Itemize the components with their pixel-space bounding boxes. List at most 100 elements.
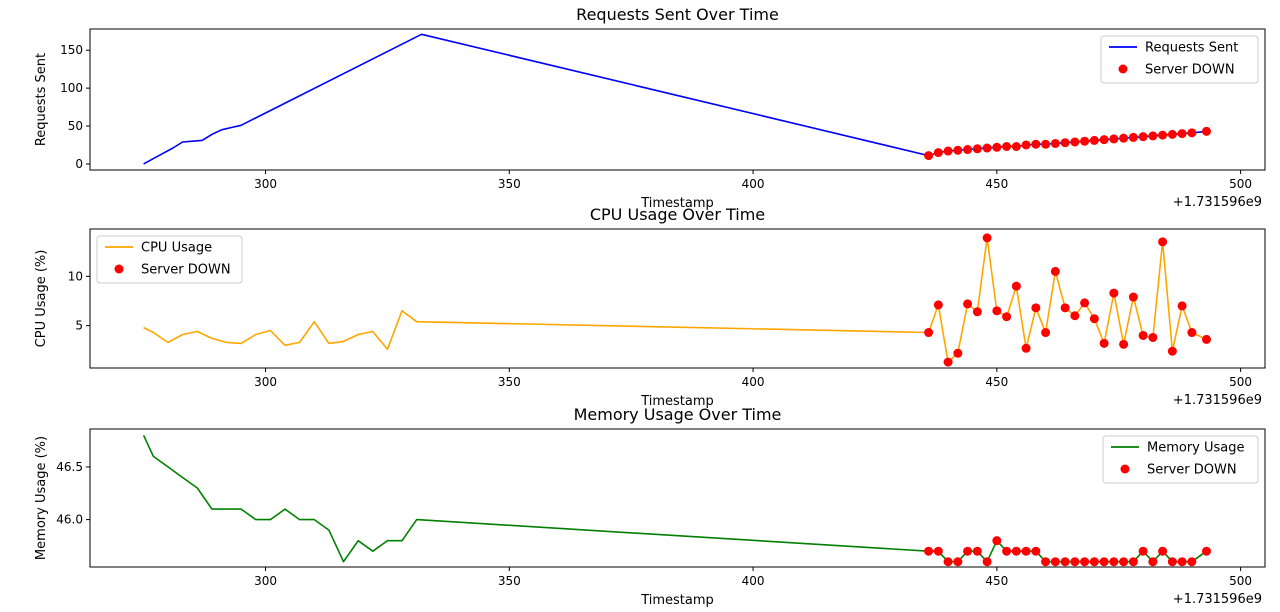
- server-down-marker: [1021, 140, 1031, 150]
- x-tick-label: 350: [498, 375, 521, 389]
- server-down-marker: [963, 546, 973, 556]
- legend-marker-swatch: [114, 264, 124, 274]
- y-tick-label: 150: [60, 43, 83, 57]
- server-down-marker: [933, 546, 943, 556]
- server-down-marker: [953, 348, 963, 358]
- server-down-marker: [1201, 126, 1211, 136]
- server-down-marker: [972, 546, 982, 556]
- server-down-marker: [1177, 557, 1187, 567]
- x-offset-label: +1.731596e9: [1173, 592, 1262, 607]
- server-down-marker: [1031, 546, 1041, 556]
- server-down-marker: [1158, 130, 1168, 140]
- server-down-marker: [1050, 266, 1060, 276]
- server-down-marker: [1050, 557, 1060, 567]
- legend-marker-swatch: [1120, 464, 1130, 474]
- server-down-marker: [1187, 128, 1197, 138]
- server-down-marker: [1080, 298, 1090, 308]
- series-line: [143, 237, 1207, 363]
- chart-1: Requests Sent Over Time 300 350 400 450 500 0 5…: [34, 5, 1266, 211]
- server-down-marker: [1060, 557, 1070, 567]
- x-tick-label: 400: [742, 177, 765, 191]
- server-down-marker: [1119, 339, 1129, 349]
- y-tick-label: 5: [75, 319, 83, 333]
- legend-label-marker: Server DOWN: [141, 263, 231, 278]
- server-down-marker: [1119, 557, 1129, 567]
- server-down-marker: [982, 557, 992, 567]
- server-down-marker: [1070, 557, 1080, 567]
- server-down-marker: [1089, 557, 1099, 567]
- server-down-marker: [953, 145, 963, 155]
- x-tick-label: 350: [498, 574, 521, 588]
- server-down-marker: [924, 546, 934, 556]
- server-down-marker: [1177, 129, 1187, 139]
- server-down-marker: [1080, 557, 1090, 567]
- server-down-marker: [1041, 328, 1051, 338]
- server-down-marker: [953, 557, 963, 567]
- server-down-marker: [992, 536, 1002, 546]
- legend-label-marker: Server DOWN: [1147, 463, 1237, 478]
- x-axis-label: Timestamp: [640, 394, 714, 409]
- server-down-marker: [1158, 546, 1168, 556]
- server-down-marker: [972, 307, 982, 317]
- legend: Memory Usage Server DOWN: [1102, 435, 1259, 484]
- server-down-marker: [1089, 314, 1099, 324]
- x-tick-label: 300: [254, 574, 277, 588]
- y-axis-label: CPU Usage (%): [34, 250, 49, 348]
- server-down-marker: [1138, 330, 1148, 340]
- server-down-marker: [963, 299, 973, 309]
- legend-label-line: Memory Usage: [1147, 441, 1245, 456]
- x-tick-label: 300: [254, 375, 277, 389]
- server-down-marker: [1080, 136, 1090, 146]
- y-axis-label: Memory Usage (%): [34, 436, 49, 560]
- server-down-marker: [1099, 557, 1109, 567]
- server-down-marker: [1128, 292, 1138, 302]
- server-down-marker: [982, 233, 992, 243]
- x-tick-label: 350: [498, 177, 521, 191]
- chart-title: Requests Sent Over Time: [576, 5, 779, 24]
- server-down-marker: [1187, 557, 1197, 567]
- server-down-marker: [1148, 332, 1158, 342]
- axes-frame: [89, 28, 1266, 171]
- server-down-marker: [1128, 132, 1138, 142]
- server-down-marker: [1148, 557, 1158, 567]
- y-tick-label: 10: [68, 269, 83, 283]
- server-down-marker: [1177, 301, 1187, 311]
- server-down-marker: [1099, 135, 1109, 145]
- server-down-marker: [1060, 138, 1070, 148]
- server-down-marker: [1167, 346, 1177, 356]
- server-down-marker: [1099, 338, 1109, 348]
- server-down-marker: [1050, 138, 1060, 148]
- x-axis-label: Timestamp: [640, 593, 714, 608]
- server-down-marker: [1187, 328, 1197, 338]
- server-down-marker: [1089, 135, 1099, 145]
- server-down-marker: [933, 148, 943, 158]
- y-tick-label: 100: [60, 81, 83, 95]
- server-down-marker: [1138, 132, 1148, 142]
- chart-2: CPU Usage Over Time 300 350 400 450 500 5 10 Tim…: [34, 205, 1266, 409]
- server-down-marker: [1031, 139, 1041, 149]
- x-tick-label: 300: [254, 177, 277, 191]
- server-down-marker: [963, 145, 973, 155]
- x-offset-label: +1.731596e9: [1173, 195, 1262, 210]
- x-tick-label: 450: [985, 574, 1008, 588]
- server-down-marker: [1201, 334, 1211, 344]
- chart-3: Memory Usage Over Time 300 350 400 450 500 46.…: [34, 405, 1266, 608]
- server-down-marker: [1011, 546, 1021, 556]
- x-tick-label: 400: [742, 574, 765, 588]
- server-down-marker: [1070, 311, 1080, 321]
- server-down-marker: [1002, 142, 1012, 151]
- server-down-marker: [943, 357, 953, 367]
- server-down-marker: [1109, 557, 1119, 567]
- y-tick-label: 46.0: [56, 513, 83, 527]
- legend-label-line: CPU Usage: [141, 241, 212, 256]
- server-down-marker: [1031, 303, 1041, 313]
- legend-label-marker: Server DOWN: [1145, 63, 1235, 78]
- x-tick-label: 500: [1229, 375, 1252, 389]
- series-line: [142, 434, 1207, 563]
- server-down-marker: [1060, 303, 1070, 313]
- x-tick-label: 450: [985, 375, 1008, 389]
- x-offset-label: +1.731596e9: [1173, 393, 1262, 408]
- y-axis-label: Requests Sent: [34, 53, 49, 146]
- x-tick-label: 500: [1229, 177, 1252, 191]
